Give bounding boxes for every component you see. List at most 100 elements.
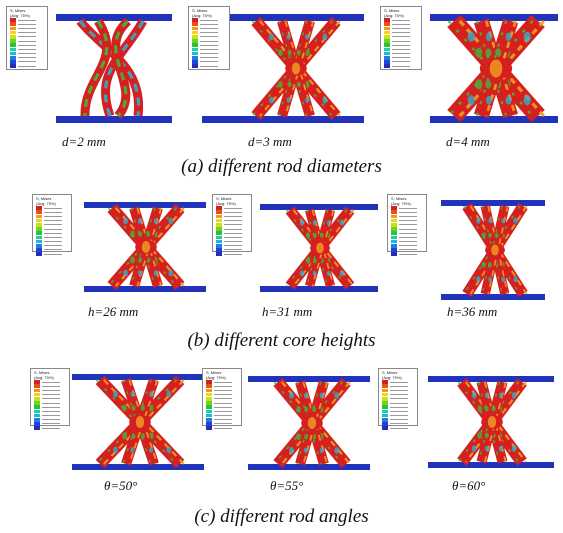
legend-title: S, Mises <box>391 196 407 201</box>
legend-swatch-row <box>34 392 66 397</box>
stress-patch <box>299 270 305 277</box>
face-sheet-top <box>430 14 558 21</box>
legend-swatch-row <box>36 206 68 210</box>
rod-contour-band <box>95 379 178 465</box>
stress-patch <box>471 391 477 399</box>
stress-legend: S, Mises (Avg: 75%) <box>32 194 72 256</box>
legend-title: S, Mises <box>216 196 232 201</box>
legend-swatch-row <box>10 22 44 27</box>
legend-swatch-row <box>391 243 423 248</box>
stress-patch <box>477 431 483 439</box>
stress-patch <box>491 405 496 412</box>
stress-patch <box>287 81 292 88</box>
stress-legend: S, Mises (Avg: 75%) <box>378 368 418 430</box>
legend-swatch-row <box>36 227 68 231</box>
stress-patch <box>339 270 345 277</box>
legend-swatch-row <box>206 417 238 422</box>
legend-swatch-row <box>34 401 66 405</box>
legend-swatch-row <box>206 401 238 405</box>
stress-patch <box>312 406 317 413</box>
rod-contour-band <box>103 20 145 117</box>
legend-swatch-row <box>384 47 418 52</box>
legend-swatch-row <box>391 218 423 223</box>
legend-swatch-row <box>192 30 226 35</box>
legend-swatch-row <box>192 64 226 68</box>
legend-swatch-row <box>216 218 248 223</box>
face-sheet-top <box>441 200 545 206</box>
caption-a: (a) different rod diameters <box>181 156 382 177</box>
stress-patch <box>312 220 317 226</box>
legend-subtitle: (Avg: 75%) <box>34 374 54 380</box>
stress-patch <box>477 405 483 413</box>
legend-swatch-row <box>36 210 68 215</box>
legend-swatch-row <box>192 18 226 22</box>
legend-swatch-row <box>34 413 66 418</box>
label-d4: d=4 mm <box>446 134 490 149</box>
stress-contour-d2 <box>56 14 172 123</box>
stress-patch <box>488 276 493 282</box>
legend-subtitle: (Avg: 75%) <box>192 12 212 18</box>
face-sheet-bottom <box>72 464 204 470</box>
stress-patch <box>326 220 331 226</box>
legend-swatch-row <box>192 60 226 64</box>
rod-contour-band <box>122 379 152 465</box>
legend-swatch-row <box>10 43 44 48</box>
stress-patch <box>113 446 118 454</box>
legend-swatch-row <box>384 26 418 31</box>
stress-patch <box>168 269 174 277</box>
label-h26: h=26 mm <box>88 304 139 319</box>
stress-patch <box>137 270 142 276</box>
stress-patch <box>122 404 127 412</box>
legend-swatch-row <box>192 35 226 39</box>
stress-contour-d3 <box>202 14 364 123</box>
stress-patch <box>501 218 506 224</box>
rod-contour-band <box>107 207 178 287</box>
stress-patch <box>289 446 294 454</box>
node-center-contour <box>291 62 301 75</box>
legend-swatch-row <box>216 223 248 227</box>
legend-subtitle: (Avg: 75%) <box>10 12 30 18</box>
stress-patch <box>484 405 489 412</box>
legend-subtitle: (Avg: 75%) <box>382 374 402 380</box>
stress-patch <box>278 49 283 57</box>
legend-title: S, Mises <box>206 370 222 375</box>
stress-patch <box>138 257 143 263</box>
legend-swatch-row <box>382 401 414 405</box>
stress-contour-d4 <box>430 14 558 123</box>
panel-a-1: S, Mises (Avg: 75%) <box>4 4 176 132</box>
stress-patch <box>488 218 493 224</box>
stress-patch <box>269 96 274 104</box>
legend-subtitle: (Avg: 75%) <box>384 12 404 18</box>
stress-patch <box>304 406 309 413</box>
rod-contour-band <box>463 205 521 295</box>
face-sheet-top <box>202 14 364 21</box>
legend-swatch-row <box>34 380 66 384</box>
legend-swatch-row <box>384 51 418 56</box>
legend-swatch-row <box>382 397 414 401</box>
node-center-contour <box>307 417 317 429</box>
stress-patch <box>339 219 345 226</box>
stress-patch <box>123 217 128 225</box>
stress-patch <box>303 392 308 399</box>
legend-subtitle: (Avg: 75%) <box>36 200 56 206</box>
rod-contour-band <box>463 205 521 295</box>
legend-swatch-row <box>10 60 44 64</box>
stress-patch <box>322 33 328 41</box>
legend-swatch-row <box>382 384 414 389</box>
legend-swatch-row <box>10 35 44 39</box>
legend-subtitle: (Avg: 75%) <box>206 374 226 380</box>
legend-title: S, Mises <box>10 8 26 13</box>
legend-swatch-row <box>216 227 248 231</box>
face-sheet-bottom <box>202 116 364 123</box>
stress-patch <box>296 433 301 441</box>
label-theta50: θ=50° <box>104 478 138 493</box>
rod-contour-band <box>296 381 322 465</box>
face-sheet-top <box>248 376 370 382</box>
stress-patch <box>319 447 324 454</box>
stress-patch <box>484 432 489 439</box>
legend-title: S, Mises <box>36 196 52 201</box>
rod-contour-band <box>306 209 329 287</box>
stress-patch <box>131 433 136 439</box>
stress-legend: S, Mises (Avg: 75%) <box>188 6 230 70</box>
rod-contour-band <box>122 379 152 465</box>
